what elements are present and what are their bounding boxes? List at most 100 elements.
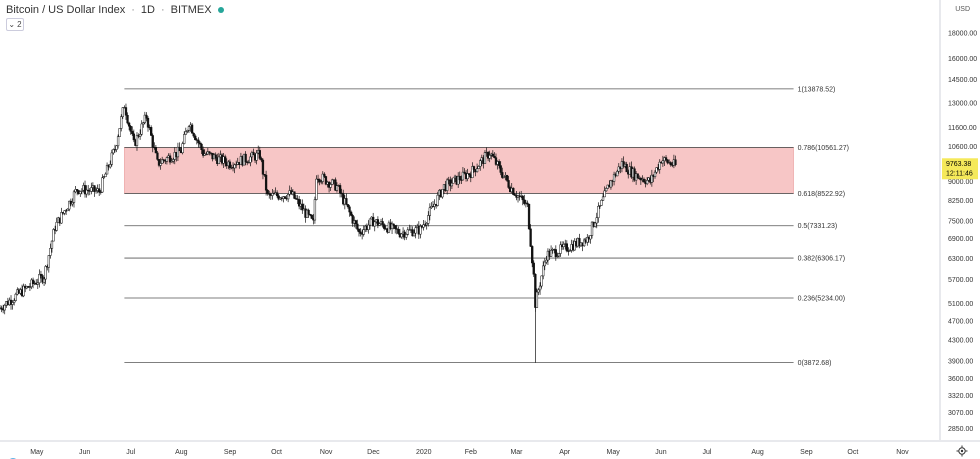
candle-body bbox=[383, 224, 386, 229]
candle bbox=[583, 237, 586, 247]
candle bbox=[532, 260, 535, 278]
candle bbox=[181, 141, 184, 155]
candle-body bbox=[66, 208, 69, 211]
candle bbox=[93, 185, 96, 197]
fib-label-0.382: 0.382(6306.17) bbox=[798, 256, 845, 263]
candle bbox=[76, 188, 79, 196]
candle-body bbox=[98, 188, 101, 193]
candle bbox=[468, 173, 471, 177]
chevron-down-icon: ⌄ bbox=[8, 20, 16, 29]
candle bbox=[115, 144, 118, 153]
candle-body bbox=[49, 248, 52, 256]
price-tick-label: 4700.00 bbox=[948, 319, 973, 326]
candle-body bbox=[463, 171, 466, 174]
candle bbox=[318, 178, 321, 186]
candle-body bbox=[367, 224, 370, 230]
fib-zone-layer bbox=[124, 147, 794, 194]
candle-body bbox=[161, 159, 164, 164]
candle-body bbox=[102, 176, 106, 178]
candle-body bbox=[381, 221, 384, 225]
candle bbox=[535, 288, 539, 308]
last-price-label: 9763.38 bbox=[946, 161, 971, 168]
candle-body bbox=[320, 181, 323, 183]
candle-body bbox=[586, 237, 589, 243]
candle-body bbox=[491, 153, 494, 157]
candle bbox=[562, 241, 565, 250]
candle-body bbox=[235, 164, 238, 166]
candle bbox=[359, 228, 362, 237]
candle-body bbox=[124, 107, 128, 116]
candle-body bbox=[513, 194, 517, 196]
candle bbox=[135, 132, 139, 151]
symbol-title[interactable]: Bitcoin / US Dollar Index bbox=[6, 4, 126, 16]
candle bbox=[494, 153, 498, 166]
candle bbox=[556, 252, 559, 258]
candle bbox=[505, 174, 509, 182]
candle-body bbox=[351, 215, 354, 224]
price-tick-label: 11600.00 bbox=[948, 125, 977, 132]
candle bbox=[301, 199, 304, 214]
candle-body bbox=[477, 166, 480, 169]
candle-body bbox=[138, 133, 142, 137]
candle-body bbox=[457, 175, 460, 185]
candle-body bbox=[318, 179, 321, 183]
candles-layer bbox=[0, 103, 677, 363]
candle-body bbox=[121, 107, 124, 117]
price-tick-label: 3900.00 bbox=[948, 359, 973, 366]
indicator-collapse-button[interactable]: ⌄ 2 bbox=[6, 18, 24, 31]
candle-body bbox=[499, 165, 502, 173]
time-tick-label: Dec bbox=[367, 449, 380, 456]
candle bbox=[178, 142, 181, 152]
candle bbox=[71, 198, 74, 207]
candle bbox=[145, 112, 148, 122]
candle bbox=[617, 163, 620, 174]
candle-body bbox=[120, 116, 123, 129]
candle bbox=[159, 158, 162, 170]
candle bbox=[527, 203, 531, 230]
candle bbox=[323, 172, 326, 179]
candle-body bbox=[266, 189, 269, 195]
candle bbox=[244, 151, 247, 166]
candle bbox=[132, 129, 135, 143]
candle bbox=[98, 183, 101, 197]
candle bbox=[601, 193, 605, 201]
candle-body bbox=[616, 171, 619, 177]
candle bbox=[477, 165, 480, 169]
candle-body bbox=[80, 189, 84, 192]
candle bbox=[457, 172, 460, 188]
candle bbox=[589, 235, 592, 244]
candle bbox=[666, 159, 669, 165]
interval-label[interactable]: 1D bbox=[140, 4, 155, 16]
candle bbox=[521, 194, 524, 206]
candle bbox=[650, 169, 654, 187]
candle-body bbox=[310, 214, 313, 219]
time-tick-label: Jul bbox=[703, 449, 712, 456]
candle-body bbox=[293, 191, 296, 199]
time-tick-label: Nov bbox=[896, 449, 909, 456]
candle-body bbox=[357, 229, 361, 233]
candle bbox=[198, 141, 202, 149]
candle bbox=[436, 191, 439, 207]
candle-body bbox=[436, 194, 439, 206]
candle-body bbox=[104, 173, 107, 178]
candle bbox=[252, 148, 255, 156]
candle bbox=[121, 107, 124, 119]
candle-body bbox=[13, 300, 16, 303]
candle-body bbox=[198, 142, 202, 145]
candle bbox=[531, 245, 534, 268]
candle-body bbox=[109, 164, 112, 168]
candle-body bbox=[60, 212, 63, 224]
time-tick-label: Aug bbox=[175, 449, 188, 456]
price-tick-label: 18000.00 bbox=[948, 31, 977, 38]
candle-body bbox=[472, 166, 476, 170]
candle-body bbox=[543, 261, 546, 267]
candle bbox=[466, 168, 469, 182]
candle bbox=[49, 243, 52, 259]
candle-body bbox=[406, 229, 409, 235]
settings-gear-icon[interactable] bbox=[956, 445, 968, 457]
candle bbox=[63, 210, 66, 216]
candle-body bbox=[557, 253, 561, 257]
candle bbox=[414, 225, 417, 239]
candle bbox=[161, 156, 164, 164]
